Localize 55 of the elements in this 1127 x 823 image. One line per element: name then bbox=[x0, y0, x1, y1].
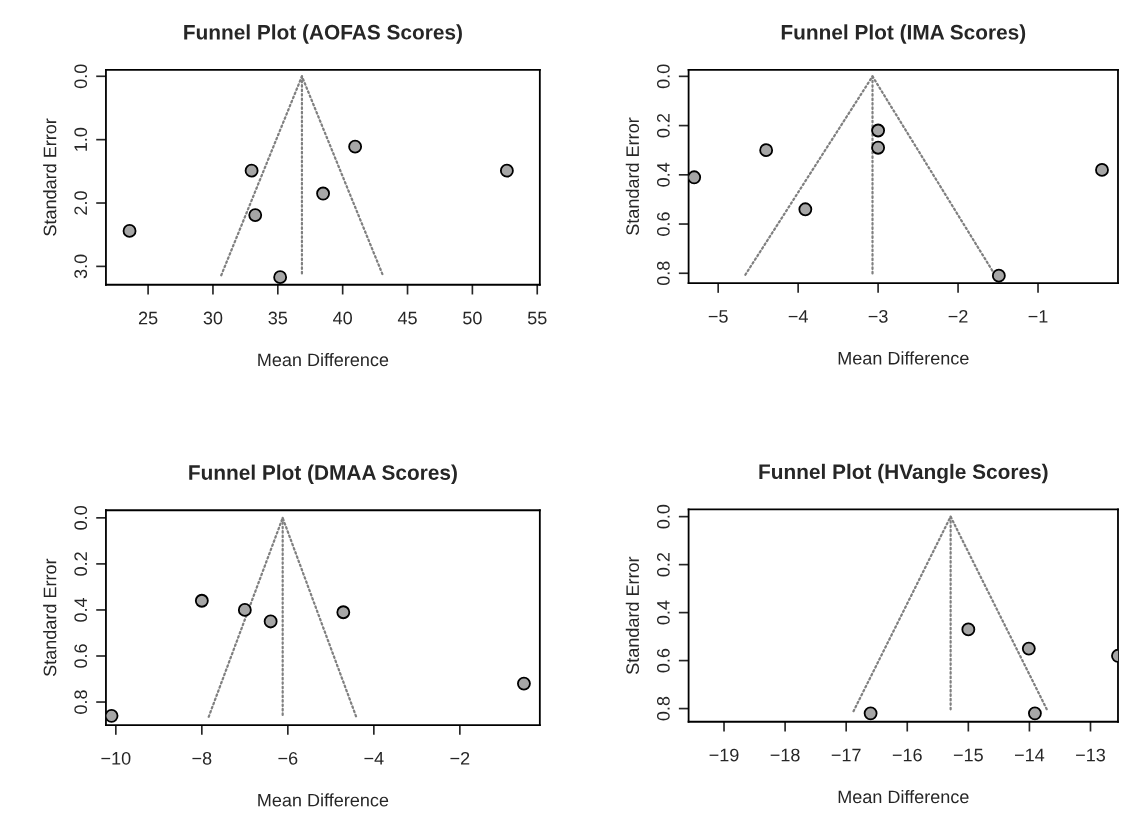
y-tick-label: 0.2 bbox=[74, 552, 88, 576]
x-tick-label: −4 bbox=[364, 752, 384, 765]
x-tick-label: 50 bbox=[463, 311, 482, 325]
x-tick-label: −17 bbox=[831, 748, 861, 762]
x-tick-label: −14 bbox=[1015, 748, 1045, 762]
y-tick-label: 0.8 bbox=[74, 690, 88, 714]
x-axis-title: Mean Difference bbox=[258, 793, 389, 807]
y-tick-label: 0.8 bbox=[656, 261, 670, 286]
x-tick-label: 35 bbox=[268, 311, 288, 325]
chart-title: Funnel Plot (DMAA Scores) bbox=[189, 464, 457, 485]
y-tick-label: 2.0 bbox=[74, 191, 88, 215]
x-axis-title: Mean Difference bbox=[258, 352, 389, 367]
x-tick-label: −15 bbox=[953, 748, 983, 762]
y-tick-label: 0.2 bbox=[656, 113, 670, 138]
x-tick-label: 40 bbox=[333, 311, 352, 325]
y-axis-title: Standard Error bbox=[43, 558, 57, 677]
x-tick-label: 30 bbox=[203, 311, 223, 325]
x-tick-label: −10 bbox=[101, 751, 131, 765]
y-tick-label: 0.6 bbox=[656, 648, 670, 673]
y-tick-label: 0.6 bbox=[74, 644, 88, 668]
y-axis-title: Standard Error bbox=[43, 118, 57, 236]
y-tick-label: 0.8 bbox=[656, 696, 670, 721]
x-tick-label: −4 bbox=[788, 310, 808, 323]
x-tick-label: −16 bbox=[892, 748, 922, 762]
x-tick-label: −19 bbox=[709, 748, 739, 762]
x-tick-label: −2 bbox=[450, 751, 470, 765]
x-tick-label: −8 bbox=[192, 751, 212, 765]
y-tick-label: 0.6 bbox=[656, 212, 670, 236]
y-tick-label: 0.4 bbox=[656, 600, 670, 625]
y-tick-label: 0.0 bbox=[74, 64, 88, 89]
x-tick-label: −5 bbox=[708, 310, 728, 323]
y-tick-label: 0.4 bbox=[656, 162, 670, 187]
x-tick-label: −6 bbox=[278, 751, 298, 765]
x-axis-title: Mean Difference bbox=[838, 351, 969, 365]
y-tick-label: 0.0 bbox=[656, 64, 670, 89]
y-tick-label: 0.4 bbox=[74, 597, 88, 622]
y-tick-label: 3.0 bbox=[74, 254, 88, 279]
x-tick-label: 55 bbox=[527, 311, 547, 325]
x-tick-label: 45 bbox=[397, 311, 417, 325]
chart-title: Funnel Plot (HVangle Scores) bbox=[759, 463, 1048, 484]
y-axis-title: Standard Error bbox=[625, 556, 640, 674]
chart-title: Funnel Plot (IMA Scores) bbox=[781, 24, 1026, 44]
y-tick-label: 0.0 bbox=[656, 504, 670, 529]
x-tick-label: 25 bbox=[138, 311, 158, 325]
x-tick-label: −2 bbox=[948, 309, 968, 323]
y-tick-label: 1.0 bbox=[74, 127, 88, 151]
y-tick-label: 0.2 bbox=[656, 552, 670, 577]
x-tick-label: −18 bbox=[770, 748, 800, 762]
chart-title: Funnel Plot (AOFAS Scores) bbox=[184, 24, 462, 44]
x-tick-label: −13 bbox=[1076, 748, 1106, 762]
x-tick-label: −1 bbox=[1028, 310, 1048, 323]
y-tick-label: 0.0 bbox=[74, 506, 88, 530]
x-axis-title: Mean Difference bbox=[838, 789, 969, 804]
x-tick-label: −3 bbox=[868, 309, 888, 323]
y-axis-title: Standard Error bbox=[625, 117, 640, 235]
